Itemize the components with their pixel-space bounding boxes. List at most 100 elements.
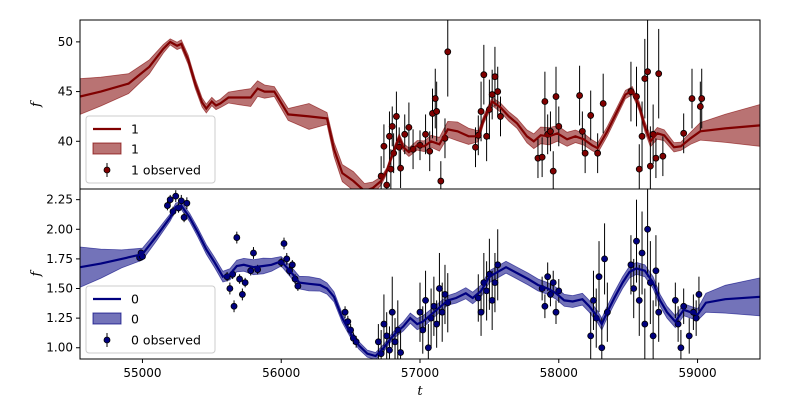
observed-point [422, 130, 429, 138]
observed-point [641, 75, 649, 83]
observed-point [280, 240, 288, 247]
observed-point [294, 282, 302, 290]
observed-point [555, 287, 563, 295]
observed-point [552, 93, 560, 100]
uncertainty-band [80, 38, 760, 189]
observed-point [397, 164, 404, 172]
y-tick-label: 40 [58, 134, 73, 148]
observed-point [388, 308, 396, 316]
observed-point [633, 237, 640, 245]
observed-point [547, 291, 554, 298]
observed-point [549, 167, 557, 175]
observed-point [238, 291, 246, 298]
observed-point [477, 108, 485, 115]
legend-entry-label: 0 [131, 312, 139, 327]
observed-point [426, 147, 434, 155]
bottom-panel: 1.00 1.25 1.50 1.75 2.00 2.25 f 55000 56000 57000… [29, 188, 761, 399]
model-line [80, 204, 760, 358]
observed-point [166, 196, 174, 204]
observed-point [601, 255, 608, 263]
observed-point [380, 320, 388, 328]
x-tick-label: 59000 [678, 366, 716, 380]
legend: 1 1 1 observed [85, 115, 216, 184]
observed-point [441, 291, 449, 298]
y-tick-label: 45 [58, 85, 73, 99]
observed-point [397, 349, 404, 356]
legend-frame [85, 115, 216, 184]
y-axis-label: f [29, 100, 44, 108]
observed-point [488, 296, 496, 304]
observed-point [388, 122, 396, 130]
observed-point [494, 261, 502, 269]
y-tick-label: 1.25 [46, 311, 73, 325]
observed-point [177, 197, 185, 205]
observed-point [474, 294, 482, 302]
observed-point [236, 275, 243, 283]
y-tick-label: 1.50 [46, 282, 73, 296]
observed-point [172, 192, 180, 200]
y-tick-label: 2.00 [46, 222, 73, 236]
observed-point [180, 214, 188, 221]
plot-area [80, 189, 760, 359]
legend-point-swatch [103, 336, 111, 344]
model-line [80, 40, 760, 189]
observed-point [544, 273, 552, 281]
observed-point [587, 332, 595, 340]
observed-point [587, 112, 595, 119]
observed-point [644, 68, 651, 76]
observed-point [437, 177, 445, 185]
observed-point [547, 127, 554, 135]
legend-frame [85, 285, 216, 354]
observed-point [433, 320, 441, 328]
observed-point [655, 308, 663, 316]
observed-point [380, 142, 388, 150]
legend-point-swatch [103, 166, 111, 174]
observed-point [494, 88, 502, 95]
y-axis-label: f [29, 269, 44, 277]
observed-point [652, 267, 660, 275]
legend-band-swatch [92, 312, 122, 325]
top-panel: 40 45 50 f 1 1 1 observed [29, 19, 761, 190]
observed-point [552, 308, 560, 316]
observed-point [677, 344, 685, 352]
observed-point [491, 73, 499, 81]
observed-point [250, 249, 257, 257]
observed-point [698, 95, 706, 102]
observed-point [652, 154, 660, 162]
legend: 0 0 0 observed [85, 285, 216, 354]
observed-point [649, 332, 657, 340]
observed-point [164, 202, 171, 209]
observed-point [288, 261, 296, 269]
legend-entry-label: 0 observed [131, 333, 201, 348]
observed-point [401, 130, 409, 138]
observed-point [576, 92, 583, 99]
observed-point [538, 153, 546, 161]
observed-point [472, 143, 479, 151]
observed-point [696, 103, 704, 110]
observed-point [424, 344, 432, 352]
y-tick-label: 1.75 [46, 252, 73, 266]
observed-point [594, 149, 602, 157]
legend-entry-label: 1 [131, 142, 139, 157]
observed-point [283, 255, 291, 263]
observed-point [638, 249, 646, 257]
observed-point [483, 287, 491, 295]
observed-point [598, 344, 606, 352]
observed-point [405, 123, 413, 131]
observed-point [416, 308, 424, 316]
observed-point [391, 338, 399, 346]
observed-point [383, 332, 391, 340]
legend-entry-label: 1 [131, 122, 139, 137]
observed-point [419, 326, 427, 334]
observed-point [599, 100, 607, 107]
observed-point [386, 132, 393, 140]
observed-point [488, 91, 496, 98]
observed-point [695, 291, 703, 298]
observed-point [590, 296, 597, 304]
observed-point [659, 152, 667, 160]
legend-entry-label: 0 [131, 292, 139, 307]
observed-point [422, 296, 429, 304]
x-tick-label: 57000 [401, 366, 439, 380]
observed-point [383, 181, 391, 189]
observed-point [638, 132, 646, 140]
